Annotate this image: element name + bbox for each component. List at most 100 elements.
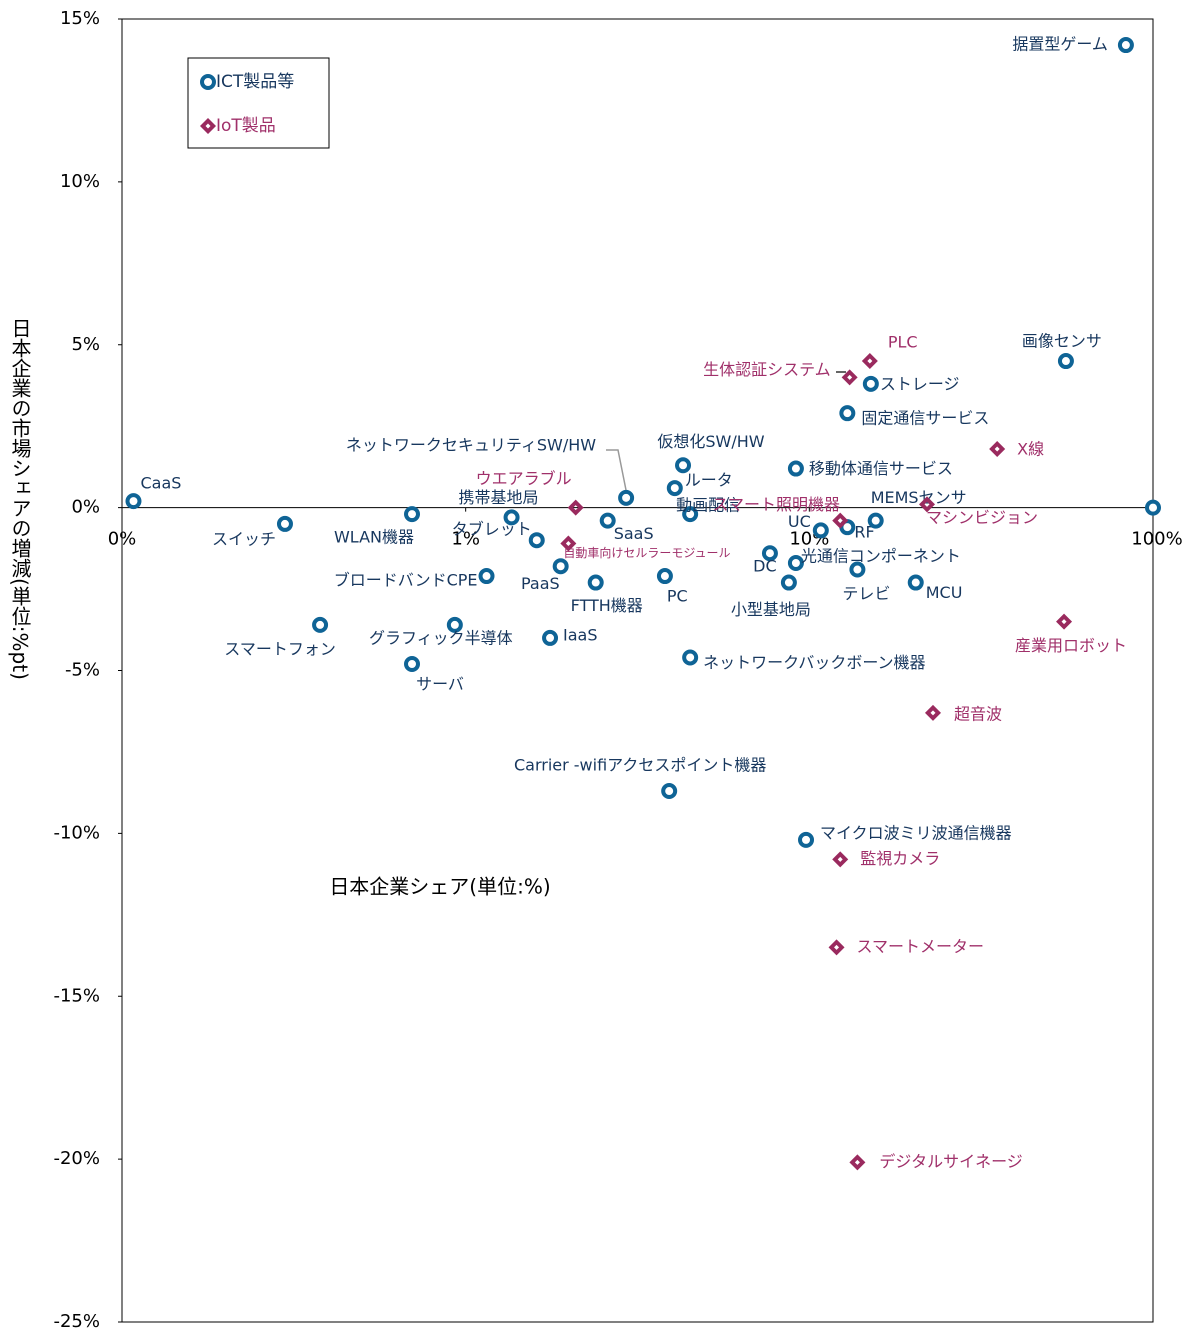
- point: [780, 574, 797, 591]
- x-tick-label: 0%: [108, 529, 137, 550]
- legend-label: ICT製品等: [216, 72, 294, 92]
- point-label: 移動体通信サービス: [809, 459, 953, 478]
- point-label: DC: [753, 557, 777, 576]
- point: [656, 568, 673, 585]
- point-label: スマートフォン: [224, 639, 336, 658]
- point: [404, 506, 421, 523]
- point-label: Carrier -wifiアクセスポイント機器: [514, 756, 766, 775]
- point-label: IaaS: [563, 625, 597, 644]
- x-tick-label: 1%: [451, 529, 480, 550]
- leader-line: [606, 449, 627, 491]
- y-tick-label: -15%: [53, 985, 100, 1006]
- point: [567, 499, 584, 516]
- point-label: MCU: [926, 583, 963, 602]
- point: [849, 561, 866, 578]
- point-label: 産業用ロボット: [1015, 636, 1127, 655]
- y-tick-label: 15%: [60, 8, 100, 29]
- point-label: PLC: [888, 333, 918, 352]
- point-label: 光通信コンポーネント: [801, 547, 961, 566]
- point: [560, 535, 577, 552]
- legend-marker: [200, 74, 216, 90]
- point: [1117, 37, 1134, 54]
- point-label: X線: [1017, 439, 1044, 458]
- y-axis-title: 日本企業の市場シェアの増減(単位:%pt): [8, 318, 32, 680]
- point-label: WLAN機器: [334, 528, 414, 547]
- point: [446, 616, 463, 633]
- point-label: RF: [854, 523, 874, 542]
- point-label: 据置型ゲーム: [1012, 35, 1108, 54]
- point: [552, 558, 569, 575]
- point-label: スマート照明機器: [712, 495, 840, 514]
- y-tick-label: -5%: [65, 660, 100, 681]
- point-label: 携帯基地局: [459, 488, 539, 507]
- point-label: ウエアラブル: [476, 469, 572, 488]
- point-label: マイクロ波ミリ波通信機器: [820, 823, 1012, 842]
- point-label: PaaS: [521, 574, 560, 593]
- point: [682, 506, 699, 523]
- point: [1057, 353, 1074, 370]
- point: [812, 522, 829, 539]
- point: [798, 831, 815, 848]
- point: [832, 851, 849, 868]
- point: [666, 480, 683, 497]
- point-label: デジタルサイネージ: [879, 1152, 1022, 1171]
- point: [828, 939, 845, 956]
- point: [682, 649, 699, 666]
- point-label: 画像センサ: [1022, 332, 1102, 351]
- point-label: タブレット: [452, 520, 532, 539]
- point-label: 自動車向けセルラーモジュール: [563, 545, 730, 560]
- point-label: スイッチ: [212, 529, 276, 548]
- point: [404, 655, 421, 672]
- point-label: マシンビジョン: [926, 508, 1038, 527]
- point: [787, 460, 804, 477]
- point: [924, 704, 941, 721]
- point-label: 生体認証システム: [703, 360, 831, 379]
- point: [1056, 613, 1073, 630]
- point: [839, 405, 856, 422]
- point: [276, 515, 293, 532]
- point-label: ネットワークセキュリティSW/HW: [346, 435, 596, 454]
- point: [599, 512, 616, 529]
- point-label: 小型基地局: [731, 600, 811, 619]
- point: [989, 440, 1006, 457]
- point-label: PC: [667, 587, 688, 606]
- point: [587, 574, 604, 591]
- legend-label: IoT製品: [216, 116, 276, 136]
- point-label: 超音波: [954, 704, 1002, 723]
- point-label: グラフィック半導体: [369, 628, 513, 647]
- point-label: ストレージ: [880, 374, 960, 393]
- y-tick-label: 5%: [71, 334, 100, 355]
- point: [125, 493, 142, 510]
- point-label: 固定通信サービス: [861, 409, 989, 428]
- point-label: SaaS: [614, 524, 654, 543]
- point-label: CaaS: [140, 474, 181, 493]
- y-tick-label: 0%: [71, 497, 100, 518]
- point-label: 動画配信: [676, 496, 740, 515]
- point: [312, 616, 329, 633]
- point: [478, 568, 495, 585]
- point-label: 仮想化SW/HW: [657, 432, 764, 451]
- point: [618, 489, 635, 506]
- point: [761, 545, 778, 562]
- point: [787, 555, 804, 572]
- y-tick-label: -20%: [53, 1148, 100, 1169]
- x-tick-label: 100%: [1131, 529, 1182, 550]
- point-label: テレビ: [842, 584, 890, 603]
- y-tick-label: 10%: [60, 171, 100, 192]
- point: [832, 512, 849, 529]
- point: [867, 512, 884, 529]
- y-tick-label: -25%: [53, 1311, 100, 1330]
- point-label: 監視カメラ: [860, 849, 940, 868]
- point: [528, 532, 545, 549]
- point-label: ルータ: [685, 471, 733, 490]
- point: [861, 353, 878, 370]
- point: [862, 375, 879, 392]
- point: [675, 457, 692, 474]
- point: [503, 509, 520, 526]
- point: [542, 629, 559, 646]
- point: [849, 1154, 866, 1171]
- point-label: FTTH機器: [571, 596, 643, 615]
- point: [907, 574, 924, 591]
- y-tick-label: -10%: [53, 822, 100, 843]
